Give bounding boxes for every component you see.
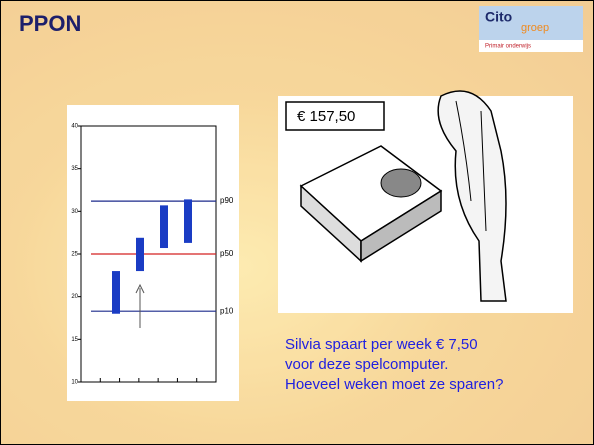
illustration: € 157,50 [278,91,573,313]
logo: Cito groep Primair onderwijs [479,6,583,52]
question-line: Hoeveel weken moet ze sparen? [285,376,503,393]
reference-label: p90 [220,196,234,205]
slide-canvas: PPON Cito groep Primair onderwijs 10 15 20… [1,1,593,444]
range-bar [112,271,120,314]
reference-label: p50 [220,249,234,258]
question-line: voor deze spelcomputer. [285,356,448,373]
slide-title: PPON [19,11,81,36]
range-bar [160,205,168,248]
range-bar [184,199,192,243]
y-tick-label: 20 [71,294,78,300]
y-tick-label: 25 [71,252,78,258]
y-tick-label: 35 [71,166,78,172]
slide: PPON Cito groep Primair onderwijs 10 15 20… [0,0,594,445]
reference-label: p10 [220,306,234,315]
range-bar [136,238,144,271]
controller [381,169,421,197]
logo-sub: groep [521,22,549,34]
y-tick-label: 30 [71,209,78,215]
y-tick-label: 10 [71,380,78,386]
logo-tagline: Primair onderwijs [485,44,531,50]
logo-text: Cito [485,9,512,25]
chart-panel [67,105,239,401]
y-tick-label: 15 [71,337,78,343]
price-tag-text: € 157,50 [297,108,355,125]
y-tick-label: 40 [71,124,78,130]
question-line: Silvia spaart per week € 7,50 [285,336,478,353]
